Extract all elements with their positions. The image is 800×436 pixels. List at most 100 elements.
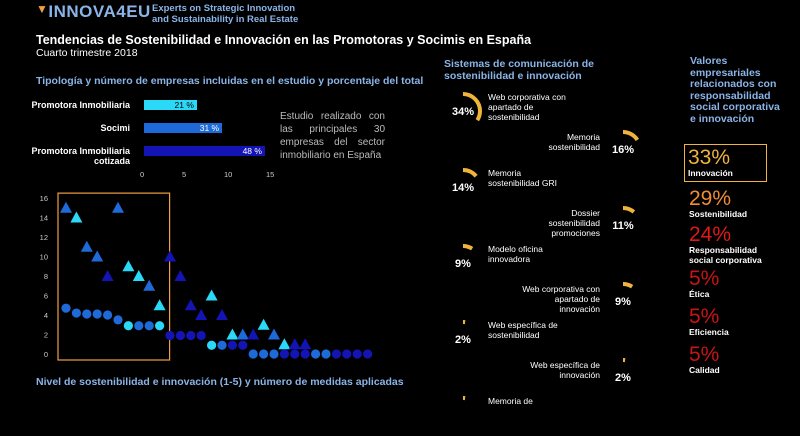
circle-point	[113, 315, 123, 325]
page-title: Tendencias de Sostenibilidad e Innovació…	[36, 33, 532, 47]
triangle-point	[174, 270, 187, 281]
circle-point	[269, 349, 279, 359]
tagline-line2: and Sustainability in Real Estate	[152, 14, 299, 25]
brand-name: INNOVA4EU	[48, 2, 151, 21]
value-percent: 5%	[689, 267, 720, 290]
triangle-point	[288, 338, 301, 350]
value-label: Ética	[689, 289, 710, 299]
gauge-arc	[604, 358, 642, 396]
gauge-arc	[604, 282, 642, 320]
triangle-point	[132, 270, 145, 281]
x-tick-label: 5	[182, 170, 187, 179]
y-tick-label: 14	[40, 214, 48, 223]
triangle-point	[257, 318, 270, 330]
value-label: Innovación	[688, 168, 733, 178]
highlight-box	[57, 192, 171, 361]
value-percent: 33%	[688, 146, 731, 169]
gauge-arc	[444, 92, 482, 130]
values-list: 33% Innovación 29% Sostenibilidad 24% Respons…	[684, 140, 796, 400]
gauge-arc	[444, 244, 482, 282]
y-tick-label: 0	[44, 350, 48, 359]
gauge-value: 34%	[452, 106, 474, 118]
gauge-arc	[604, 130, 642, 168]
value-percent: 24%	[689, 223, 732, 246]
value-row: 5% Ética	[684, 268, 799, 299]
circle-point	[248, 349, 258, 359]
values-title-line: empresariales	[690, 66, 761, 79]
values-title-line: relacionados con	[690, 78, 777, 90]
comm-title-line2: sostenibilidad e innovación	[444, 70, 582, 82]
comm-gauges: Web corporativa con apartado de sostenibil…	[430, 80, 660, 434]
bar-value-label: 21 %	[174, 100, 194, 110]
circle-point	[311, 349, 321, 359]
triangle-point	[164, 250, 176, 262]
value-percent: 5%	[689, 305, 720, 328]
triangle-point	[184, 299, 197, 311]
circle-point	[342, 349, 352, 359]
value-row: 5% Calidad	[684, 344, 799, 375]
gauge-value: 11%	[612, 220, 634, 232]
triangle-point	[247, 328, 260, 340]
circle-point	[82, 309, 92, 319]
circle-point	[61, 303, 71, 313]
y-tick-label: 16	[40, 194, 48, 203]
bar-category-label: Socimi	[100, 123, 130, 133]
circle-point	[217, 340, 227, 350]
triangle-point	[101, 270, 114, 281]
comm-item-label: Web específica de sostenibilidad	[488, 320, 558, 340]
comm-item-label: Web corporativa con apartado de sostenibil…	[488, 92, 566, 122]
gauge-value: 9%	[455, 258, 471, 270]
comm-item-label: Modelo oficina innovadora	[488, 244, 543, 264]
circle-point	[290, 349, 300, 359]
y-tick-label: 8	[44, 272, 48, 281]
value-percent: 29%	[689, 187, 732, 210]
value-label: Sostenibilidad	[689, 209, 748, 219]
triangle-point	[122, 260, 135, 272]
gauge-value: 14%	[452, 182, 474, 194]
triangle-point	[236, 328, 249, 340]
x-tick-label: 15	[266, 170, 275, 179]
bar-chart-title: Tipología y número de empresas incluidas…	[36, 75, 424, 87]
circle-point	[134, 321, 144, 331]
circle-point	[196, 330, 206, 341]
circle-point	[165, 330, 175, 341]
study-note: Estudio realizado con las principales 30…	[280, 111, 385, 161]
bar: 48 %	[144, 146, 265, 156]
gauge-arc	[444, 396, 482, 434]
x-tick-label: 0	[140, 170, 145, 179]
comm-item-label: Web corporativa con apartado de innovación	[522, 284, 600, 314]
circle-point	[92, 309, 102, 319]
triangle-point	[80, 240, 93, 252]
values-title-line: social corporativa	[690, 101, 780, 113]
value-row: 24% Responsabilidad social corporativa	[684, 224, 799, 265]
gauge-arc	[604, 206, 642, 244]
triangle-point	[143, 279, 156, 291]
comm-item-label: Web específica de innovación	[530, 360, 600, 380]
x-tick-label: 10	[224, 170, 233, 179]
values-title-line: responsabilidad	[690, 89, 771, 102]
comm-gauge: 16%	[604, 130, 642, 168]
value-label: Calidad	[689, 365, 720, 375]
bar-category-label: Promotora Inmobiliaria	[31, 100, 130, 110]
value-label: Responsabilidad	[689, 245, 758, 255]
y-tick-label: 4	[44, 311, 48, 320]
comm-item-label: Dossier sostenibilidad promociones	[548, 208, 600, 238]
comm-gauge: 11%	[604, 206, 642, 244]
triangle-point	[195, 309, 208, 320]
value-row: 5% Eficiencia	[684, 306, 799, 337]
bar: 21 %	[144, 100, 197, 110]
comm-gauge: 9%	[444, 244, 482, 282]
comm-gauge: 14%	[444, 168, 482, 206]
comm-item-label: Memoria sostenibilidad GRI	[488, 168, 557, 188]
scatter-chart: 0 2 4 6 8 10 12 14 16	[40, 192, 373, 361]
bar: 31 %	[144, 123, 223, 133]
circle-point	[321, 349, 331, 359]
circle-point	[103, 310, 113, 320]
y-tick-label: 12	[40, 233, 48, 242]
gauge-value: 9%	[615, 296, 631, 308]
circle-point	[71, 308, 81, 318]
circle-point	[279, 349, 289, 359]
circle-point	[227, 340, 237, 350]
value-row: 33% Innovación	[684, 144, 767, 182]
circle-point	[331, 349, 341, 359]
